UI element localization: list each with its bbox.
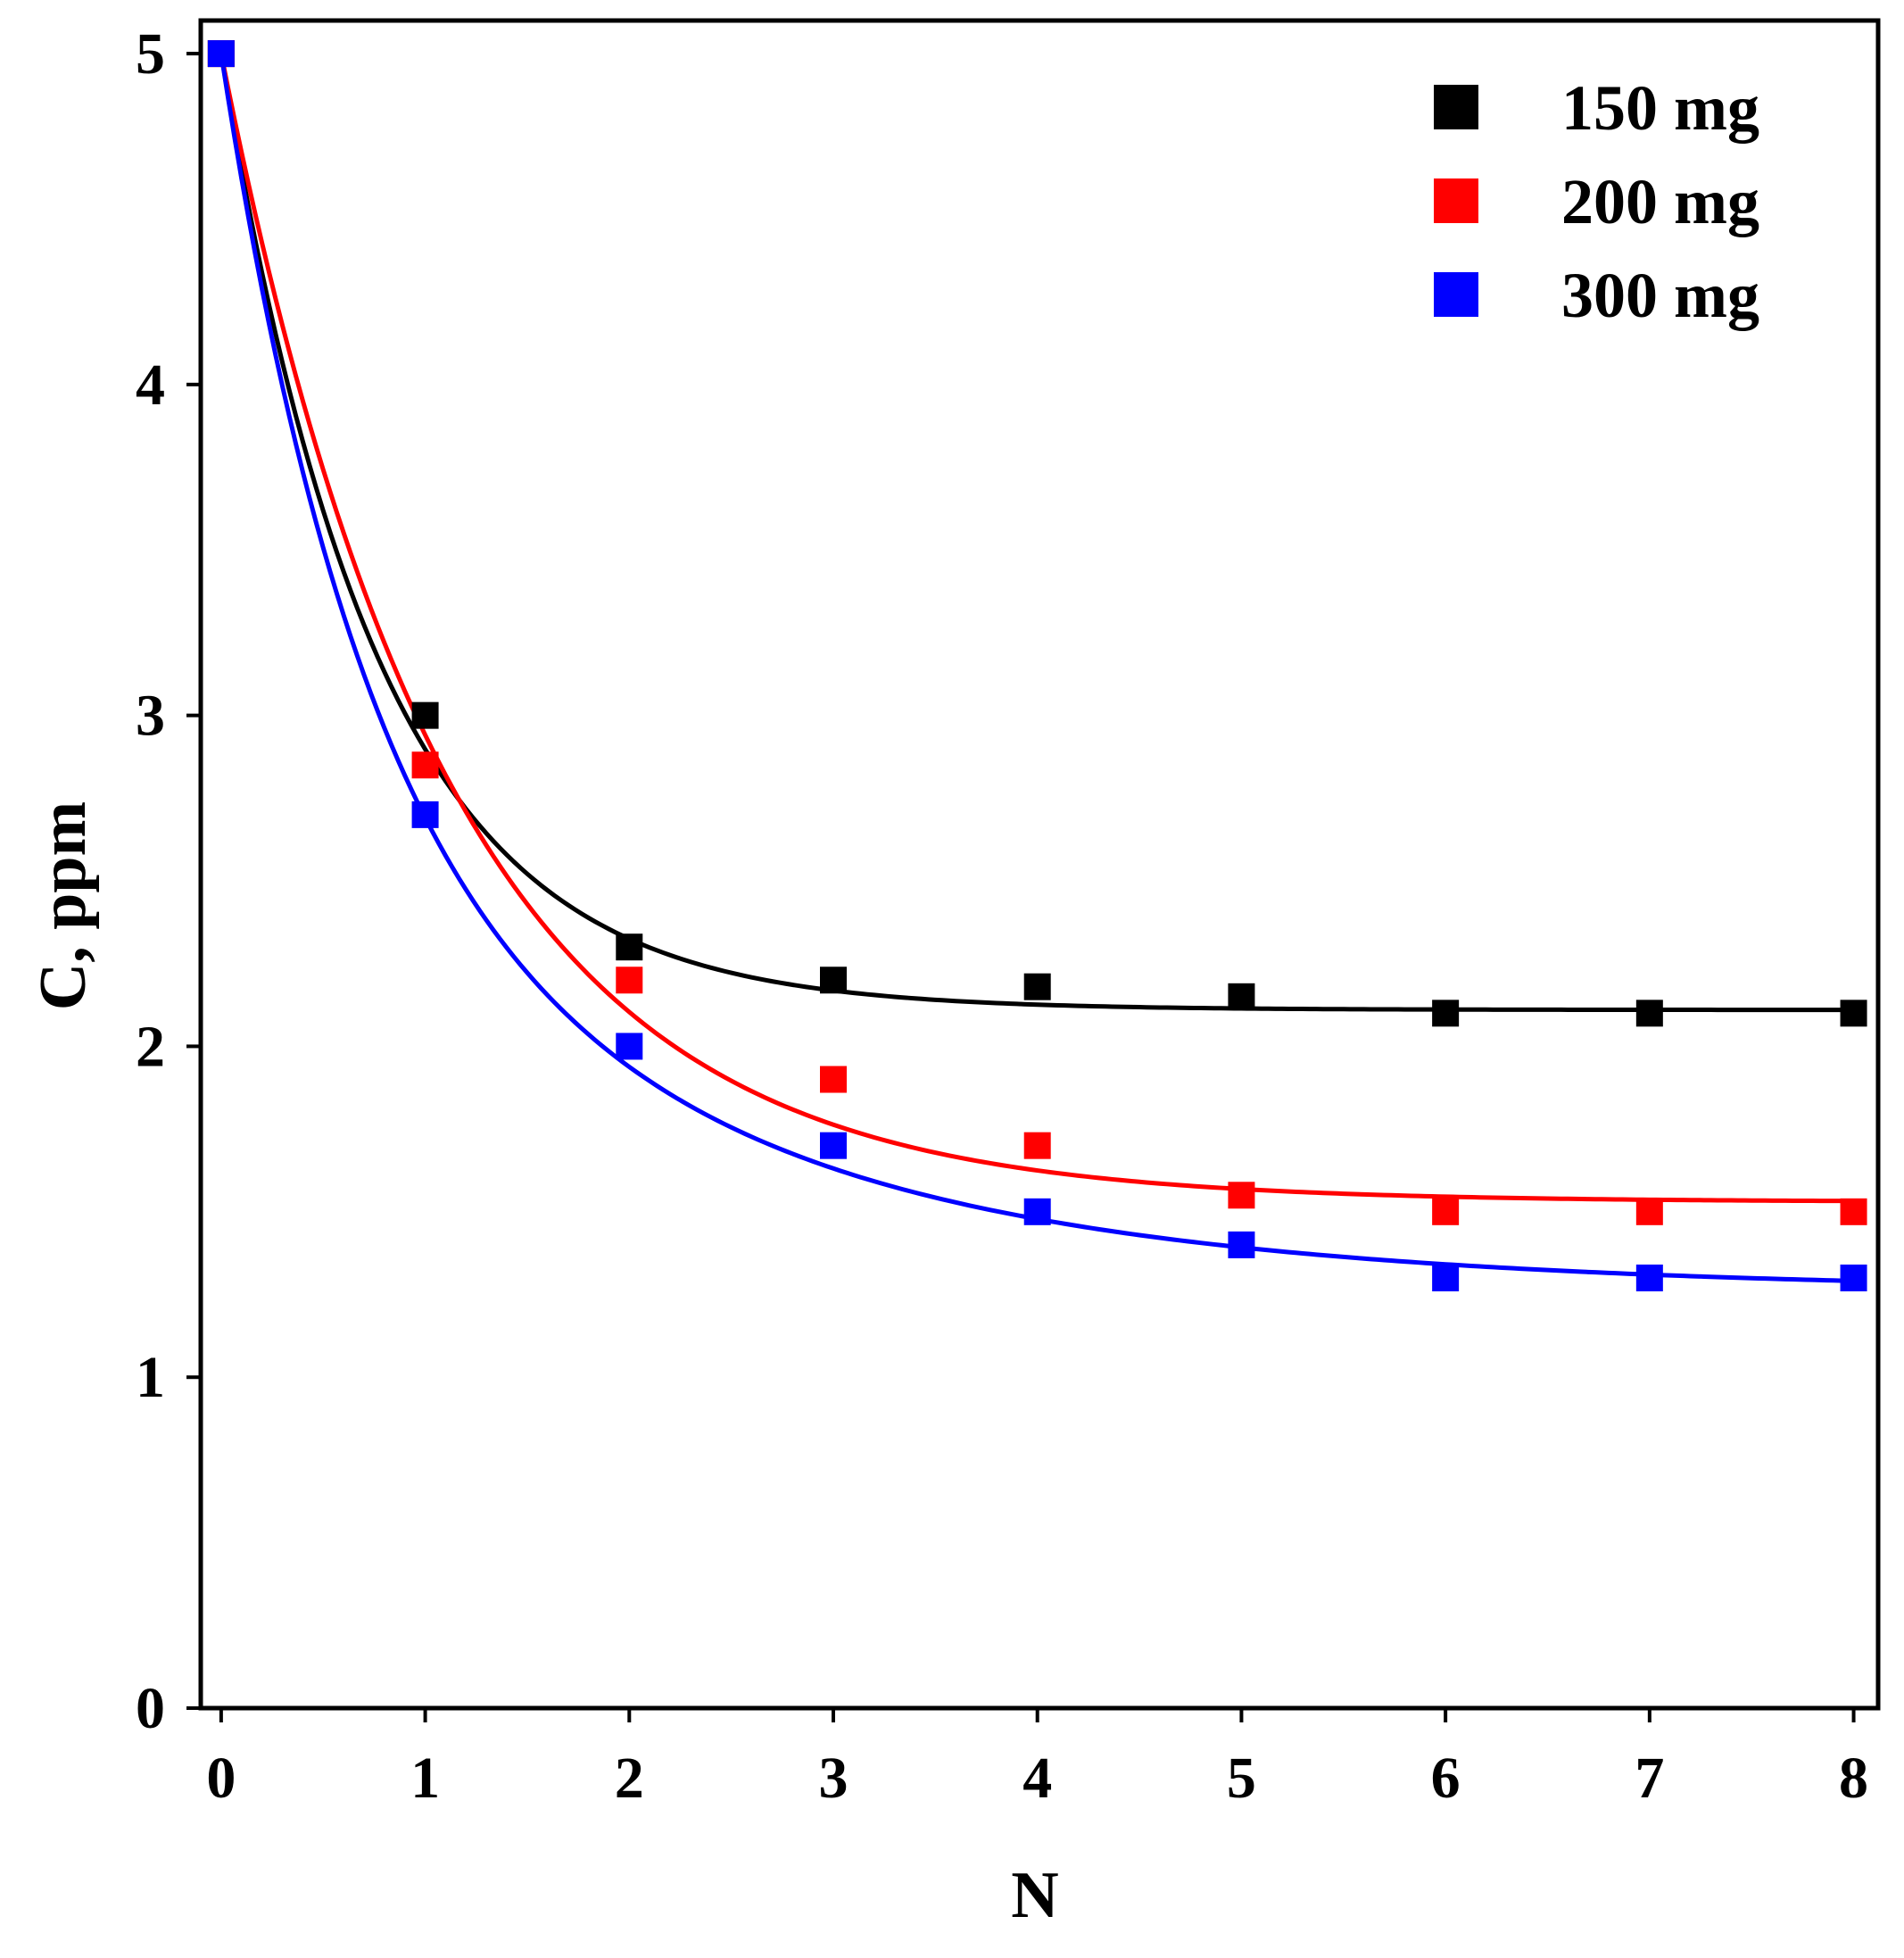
- x-tick-label-3: 3: [819, 1746, 849, 1811]
- point-200mg-n4: [1023, 1132, 1051, 1159]
- point-300mg-n0: [207, 40, 235, 68]
- point-150mg-n6: [1432, 1000, 1460, 1027]
- x-tick-label-6: 6: [1431, 1746, 1461, 1811]
- point-200mg-n3: [820, 1066, 847, 1093]
- x-tick-label-8: 8: [1839, 1746, 1868, 1811]
- x-tick-label-5: 5: [1227, 1746, 1256, 1811]
- legend-label-150mg: 150 mg: [1561, 72, 1759, 144]
- point-150mg-n2: [616, 933, 643, 961]
- y-axis-title: C, ppm: [27, 801, 100, 1010]
- y-tick-label-5: 5: [136, 21, 165, 87]
- x-tick-label-4: 4: [1022, 1746, 1052, 1811]
- fit-curves: [219, 51, 1857, 1283]
- legend: 150 mg 200 mg 300 mg: [1434, 72, 1759, 331]
- x-tick-label-2: 2: [615, 1746, 644, 1811]
- point-300mg-n5: [1228, 1231, 1255, 1258]
- point-300mg-n2: [616, 1033, 643, 1060]
- point-300mg-n6: [1432, 1264, 1460, 1291]
- fit-line-150mg: [219, 51, 1857, 1013]
- y-tick-label-4: 4: [136, 353, 165, 418]
- y-tick-label-3: 3: [136, 684, 165, 749]
- fit-line-300mg: [219, 51, 1857, 1283]
- point-200mg-n7: [1635, 1198, 1663, 1225]
- x-tick-label-1: 1: [410, 1746, 440, 1811]
- point-150mg-n3: [820, 967, 847, 994]
- fit-line-200mg: [219, 51, 1857, 1204]
- point-150mg-n1: [411, 701, 439, 729]
- x-tick-label-7: 7: [1635, 1746, 1664, 1811]
- point-300mg-n8: [1840, 1264, 1867, 1291]
- legend-label-300mg: 300 mg: [1561, 260, 1759, 331]
- point-200mg-n6: [1432, 1198, 1460, 1225]
- point-300mg-n7: [1635, 1264, 1663, 1291]
- x-axis-title: N: [1011, 1859, 1058, 1932]
- y-tick-label-1: 1: [136, 1345, 165, 1410]
- y-tick-label-2: 2: [136, 1014, 165, 1079]
- point-200mg-n1: [411, 751, 439, 779]
- x-tick-label-0: 0: [206, 1746, 236, 1811]
- legend-label-200mg: 200 mg: [1561, 166, 1759, 237]
- axis-ticks: 0 1 2 3 4 5 6 7 8 0 1 2 3 4 5: [136, 21, 1868, 1811]
- point-150mg-n8: [1840, 1000, 1867, 1027]
- legend-marker-150mg: [1434, 85, 1478, 129]
- point-200mg-n8: [1840, 1198, 1867, 1225]
- point-200mg-n2: [616, 967, 643, 994]
- legend-marker-300mg: [1434, 272, 1478, 317]
- plot-frame: [198, 18, 1881, 1711]
- point-300mg-n3: [820, 1132, 847, 1159]
- point-150mg-n7: [1635, 1000, 1663, 1027]
- data-points: [207, 40, 1867, 1291]
- point-300mg-n1: [411, 801, 439, 828]
- point-200mg-n5: [1228, 1182, 1255, 1209]
- y-tick-label-0: 0: [136, 1676, 165, 1741]
- point-150mg-n5: [1228, 983, 1255, 1010]
- point-300mg-n4: [1023, 1198, 1051, 1225]
- legend-marker-200mg: [1434, 178, 1478, 223]
- point-150mg-n4: [1023, 973, 1051, 1000]
